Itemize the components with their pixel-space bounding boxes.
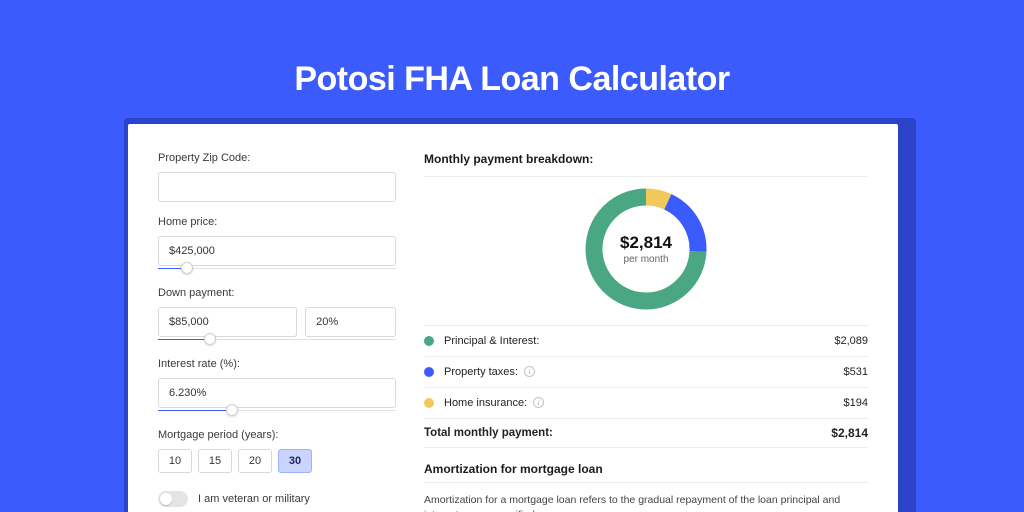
total-amount: $2,814 bbox=[831, 426, 868, 440]
breakdown-title: Monthly payment breakdown: bbox=[424, 152, 868, 166]
amortization-section: Amortization for mortgage loan Amortizat… bbox=[424, 462, 868, 512]
field-interest-rate: Interest rate (%): bbox=[158, 358, 396, 415]
legend-amount: $531 bbox=[844, 366, 868, 378]
legend-label: Home insurance:i bbox=[444, 397, 844, 409]
legend-label: Principal & Interest: bbox=[444, 335, 834, 347]
total-row: Total monthly payment: $2,814 bbox=[424, 419, 868, 447]
period-button-10[interactable]: 10 bbox=[158, 449, 192, 473]
legend-dot bbox=[424, 367, 434, 377]
donut-center-sub: per month bbox=[623, 254, 668, 265]
home-price-slider[interactable] bbox=[158, 265, 396, 273]
donut-center: $2,814 per month bbox=[584, 187, 708, 311]
total-label: Total monthly payment: bbox=[424, 427, 831, 439]
down-payment-amount-input[interactable] bbox=[158, 307, 297, 337]
legend-dot bbox=[424, 398, 434, 408]
legend-row: Home insurance:i$194 bbox=[424, 388, 868, 418]
veteran-toggle-knob bbox=[160, 493, 172, 505]
interest-rate-slider[interactable] bbox=[158, 407, 396, 415]
home-price-slider-thumb[interactable] bbox=[181, 262, 193, 274]
period-button-15[interactable]: 15 bbox=[198, 449, 232, 473]
period-button-30[interactable]: 30 bbox=[278, 449, 312, 473]
divider bbox=[424, 176, 868, 177]
interest-rate-input[interactable] bbox=[158, 378, 396, 408]
down-payment-slider[interactable] bbox=[158, 336, 396, 344]
home-price-input[interactable] bbox=[158, 236, 396, 266]
donut-chart: $2,814 per month bbox=[584, 187, 708, 311]
veteran-toggle[interactable] bbox=[158, 491, 188, 507]
page-background: Potosi FHA Loan Calculator Property Zip … bbox=[0, 0, 1024, 512]
legend-amount: $194 bbox=[844, 397, 868, 409]
calculator-card: Property Zip Code: Home price: Down paym… bbox=[128, 124, 898, 512]
down-payment-label: Down payment: bbox=[158, 287, 396, 299]
interest-rate-label: Interest rate (%): bbox=[158, 358, 396, 370]
field-mortgage-period: Mortgage period (years): 10152030 bbox=[158, 429, 396, 473]
info-icon[interactable]: i bbox=[524, 366, 535, 377]
legend-dot bbox=[424, 336, 434, 346]
field-home-price: Home price: bbox=[158, 216, 396, 273]
field-down-payment: Down payment: bbox=[158, 287, 396, 344]
down-payment-slider-thumb[interactable] bbox=[204, 333, 216, 345]
amortization-title: Amortization for mortgage loan bbox=[424, 462, 868, 476]
zip-input[interactable] bbox=[158, 172, 396, 202]
field-zip: Property Zip Code: bbox=[158, 152, 396, 202]
donut-chart-wrap: $2,814 per month bbox=[424, 187, 868, 311]
zip-label: Property Zip Code: bbox=[158, 152, 396, 164]
amortization-text: Amortization for a mortgage loan refers … bbox=[424, 493, 868, 512]
page-title: Potosi FHA Loan Calculator bbox=[0, 60, 1024, 99]
info-icon[interactable]: i bbox=[533, 397, 544, 408]
down-payment-percent-input[interactable] bbox=[305, 307, 396, 337]
donut-center-amount: $2,814 bbox=[620, 233, 672, 253]
period-button-20[interactable]: 20 bbox=[238, 449, 272, 473]
breakdown-column: Monthly payment breakdown: $2,814 per mo… bbox=[424, 152, 868, 512]
mortgage-period-label: Mortgage period (years): bbox=[158, 429, 396, 441]
interest-rate-slider-thumb[interactable] bbox=[226, 404, 238, 416]
veteran-toggle-row: I am veteran or military bbox=[158, 491, 396, 507]
legend-label: Property taxes:i bbox=[444, 366, 844, 378]
veteran-label: I am veteran or military bbox=[198, 493, 310, 505]
legend-row: Property taxes:i$531 bbox=[424, 357, 868, 387]
form-column: Property Zip Code: Home price: Down paym… bbox=[158, 152, 396, 512]
legend-row: Principal & Interest:$2,089 bbox=[424, 326, 868, 356]
home-price-label: Home price: bbox=[158, 216, 396, 228]
legend-amount: $2,089 bbox=[834, 335, 868, 347]
